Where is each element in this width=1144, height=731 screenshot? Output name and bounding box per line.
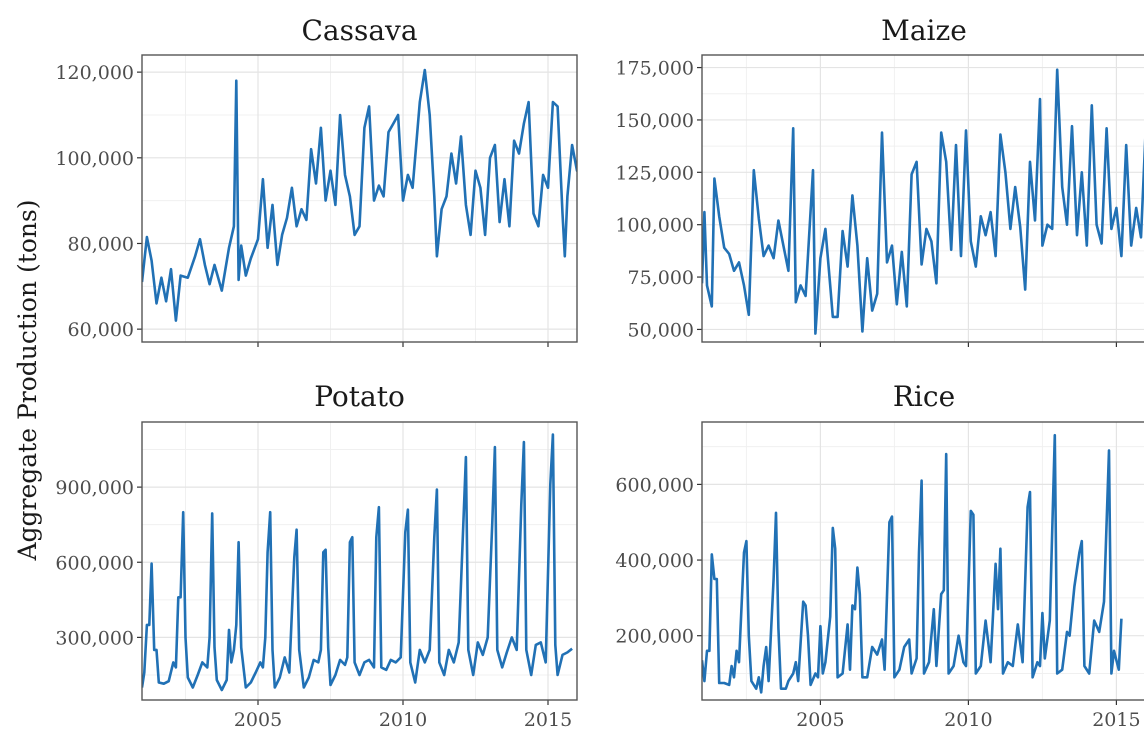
panel-title-maize: Maize — [881, 14, 967, 47]
x-tick-label: 2010 — [379, 709, 427, 731]
x-tick-label: 2005 — [234, 709, 282, 731]
panel-rice: Rice 200,000 400,000 600,000 2005 2010 2015 — [615, 380, 1144, 731]
y-tick-label: 150,000 — [615, 110, 694, 132]
x-tick-label: 2005 — [796, 709, 844, 731]
panel-border — [701, 54, 1144, 343]
y-tick-label: 200,000 — [615, 626, 694, 648]
y-tick-label: 900,000 — [55, 477, 134, 499]
y-tick-label: 50,000 — [628, 319, 694, 341]
y-tick-label: 75,000 — [628, 267, 694, 289]
panels: Cassava 60,000 80,000 100,000 120,000 Maize 50… — [55, 14, 1144, 731]
y-tick-label: 300,000 — [55, 627, 134, 649]
series-line-cassava — [142, 68, 577, 322]
panel-border — [141, 421, 578, 701]
panel-cassava: Cassava 60,000 80,000 100,000 120,000 — [55, 14, 578, 347]
y-tick-label: 100,000 — [615, 215, 694, 237]
y-axis-label: Aggregate Production (tons) — [13, 199, 42, 561]
panel-border — [141, 54, 578, 343]
y-tick-label: 80,000 — [68, 233, 134, 255]
y-tick-label: 600,000 — [55, 552, 134, 574]
x-tick-label: 2010 — [944, 709, 992, 731]
y-tick-label: 125,000 — [615, 162, 694, 184]
y-tick-label: 120,000 — [55, 62, 134, 84]
x-tick-label: 2015 — [1092, 709, 1140, 731]
series-line-maize — [702, 68, 1144, 335]
panel-title-cassava: Cassava — [301, 14, 417, 47]
y-tick-label: 600,000 — [615, 474, 694, 496]
y-tick-label: 100,000 — [55, 148, 134, 170]
series-line-rice — [702, 433, 1123, 694]
y-tick-label: 60,000 — [68, 319, 134, 341]
y-tick-label: 400,000 — [615, 550, 694, 572]
x-tick-label: 2015 — [524, 709, 572, 731]
series-line-potato — [142, 433, 573, 692]
panel-title-rice: Rice — [893, 380, 955, 413]
panel-title-potato: Potato — [314, 380, 405, 413]
panel-border — [701, 421, 1144, 701]
y-tick-label: 175,000 — [615, 58, 694, 80]
panel-potato: Potato 300,000 600,000 900,000 2005 2010 2015 — [55, 380, 578, 731]
panel-maize: Maize 50,000 75,000 100,000 125,000 150,000 17… — [615, 14, 1144, 347]
